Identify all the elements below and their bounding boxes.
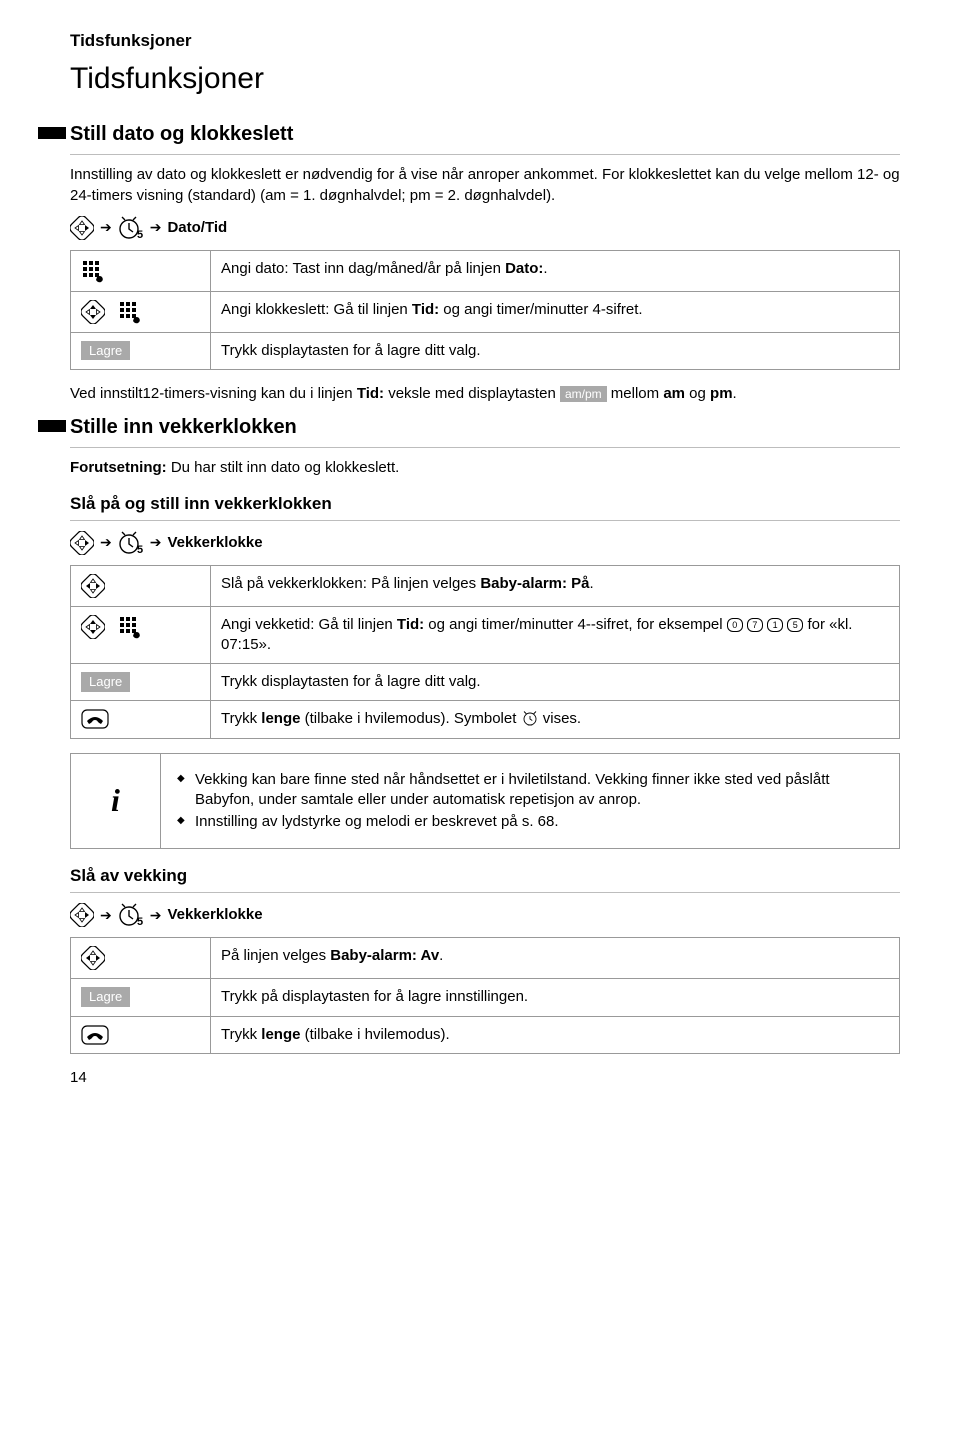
arrow-icon: ➔	[100, 533, 112, 552]
clock5-icon	[118, 531, 144, 555]
keypad-icon	[118, 300, 142, 324]
divider	[70, 447, 900, 448]
step-text: Trykk displaytasten for å lagre ditt val…	[211, 332, 900, 369]
steps-table-2: Slå på vekkerklokken: På linjen velges B…	[70, 565, 900, 739]
subheading-on: Slå på og still inn vekkerklokken	[70, 493, 900, 516]
key-5: 5	[787, 618, 803, 632]
nav-leftright-icon	[81, 946, 105, 970]
step-icon-cell: Lagre	[71, 664, 211, 701]
step-text: Angi dato: Tast inn dag/måned/år på linj…	[211, 250, 900, 291]
step-text: Angi klokkeslett: Gå til linjen Tid: og …	[211, 291, 900, 332]
step-text: Trykk displaytasten for å lagre ditt val…	[211, 664, 900, 701]
subheading-off: Slå av vekking	[70, 865, 900, 888]
step-icon-cell	[71, 250, 211, 291]
divider	[70, 154, 900, 155]
steps-table-3: På linjen velges Baby-alarm: Av. Lagre T…	[70, 937, 900, 1054]
hangup-icon	[81, 1025, 109, 1045]
softkey-ampm: am/pm	[560, 386, 607, 402]
nav-path-3: ➔ ➔ Vekkerklokke	[70, 903, 900, 927]
step-text: Slå på vekkerklokken: På linjen velges B…	[211, 565, 900, 606]
nav-path-1: ➔ ➔ Dato/Tid	[70, 216, 900, 240]
step-text: Trykk på displaytasten for å lagre innst…	[211, 979, 900, 1016]
step-icon-cell	[71, 1016, 211, 1053]
alarm-icon	[521, 710, 539, 728]
running-header: Tidsfunksjoner	[70, 30, 900, 53]
key-1: 1	[767, 618, 783, 632]
step-icon-cell	[71, 565, 211, 606]
arrow-icon: ➔	[150, 906, 162, 925]
nav-target-label: Vekkerklokke	[167, 533, 262, 553]
arrow-icon: ➔	[100, 218, 112, 237]
key-7: 7	[747, 618, 763, 632]
page-title: Tidsfunksjoner	[70, 59, 900, 100]
steps-table-1: Angi dato: Tast inn dag/måned/år på linj…	[70, 250, 900, 370]
nav-target-label: Dato/Tid	[167, 218, 227, 238]
step-text: Trykk lenge (tilbake i hvilemodus). Symb…	[211, 701, 900, 738]
info-box: i Vekking kan bare finne sted når håndse…	[70, 753, 900, 850]
divider	[70, 892, 900, 893]
key-0: 0	[727, 618, 743, 632]
softkey-lagre: Lagre	[81, 672, 130, 692]
nav-right-icon	[70, 531, 94, 555]
step-icon-cell: Lagre	[71, 332, 211, 369]
arrow-icon: ➔	[100, 906, 112, 925]
arrow-icon: ➔	[150, 218, 162, 237]
note-12h: Ved innstilt12-timers-visning kan du i l…	[70, 384, 900, 404]
section-heading-2: Stille inn vekkerklokken	[70, 414, 900, 441]
precondition: Forutsetning: Du har stilt inn dato og k…	[70, 458, 900, 478]
section-heading-1: Still dato og klokkeslett	[70, 121, 900, 148]
step-text: Trykk lenge (tilbake i hvilemodus).	[211, 1016, 900, 1053]
keypad-icon	[81, 259, 105, 283]
nav-target-label: Vekkerklokke	[167, 905, 262, 925]
step-icon-cell	[71, 606, 211, 664]
softkey-lagre: Lagre	[81, 987, 130, 1007]
arrow-icon: ➔	[150, 533, 162, 552]
keypad-icon	[118, 615, 142, 639]
nav-right-icon	[70, 903, 94, 927]
clock5-icon	[118, 216, 144, 240]
step-icon-cell	[71, 291, 211, 332]
nav-right-icon	[70, 216, 94, 240]
step-icon-cell: Lagre	[71, 979, 211, 1016]
info-content: Vekking kan bare finne sted når håndsett…	[161, 753, 900, 849]
step-text: Angi vekketid: Gå til linjen Tid: og ang…	[211, 606, 900, 664]
info-item: Innstilling av lydstyrke og melodi er be…	[177, 812, 883, 832]
nav-leftright-icon	[81, 574, 105, 598]
divider	[70, 520, 900, 521]
page-number: 14	[70, 1068, 900, 1088]
softkey-lagre: Lagre	[81, 341, 130, 361]
nav-path-2: ➔ ➔ Vekkerklokke	[70, 531, 900, 555]
info-item: Vekking kan bare finne sted når håndsett…	[177, 770, 883, 811]
nav-updown-icon	[81, 300, 105, 324]
intro-paragraph: Innstilling av dato og klokkeslett er nø…	[70, 165, 900, 206]
step-icon-cell	[71, 938, 211, 979]
clock5-icon	[118, 903, 144, 927]
step-icon-cell	[71, 701, 211, 738]
hangup-icon	[81, 709, 109, 729]
step-text: På linjen velges Baby-alarm: Av.	[211, 938, 900, 979]
nav-updown-icon	[81, 615, 105, 639]
info-icon: i	[71, 753, 161, 849]
